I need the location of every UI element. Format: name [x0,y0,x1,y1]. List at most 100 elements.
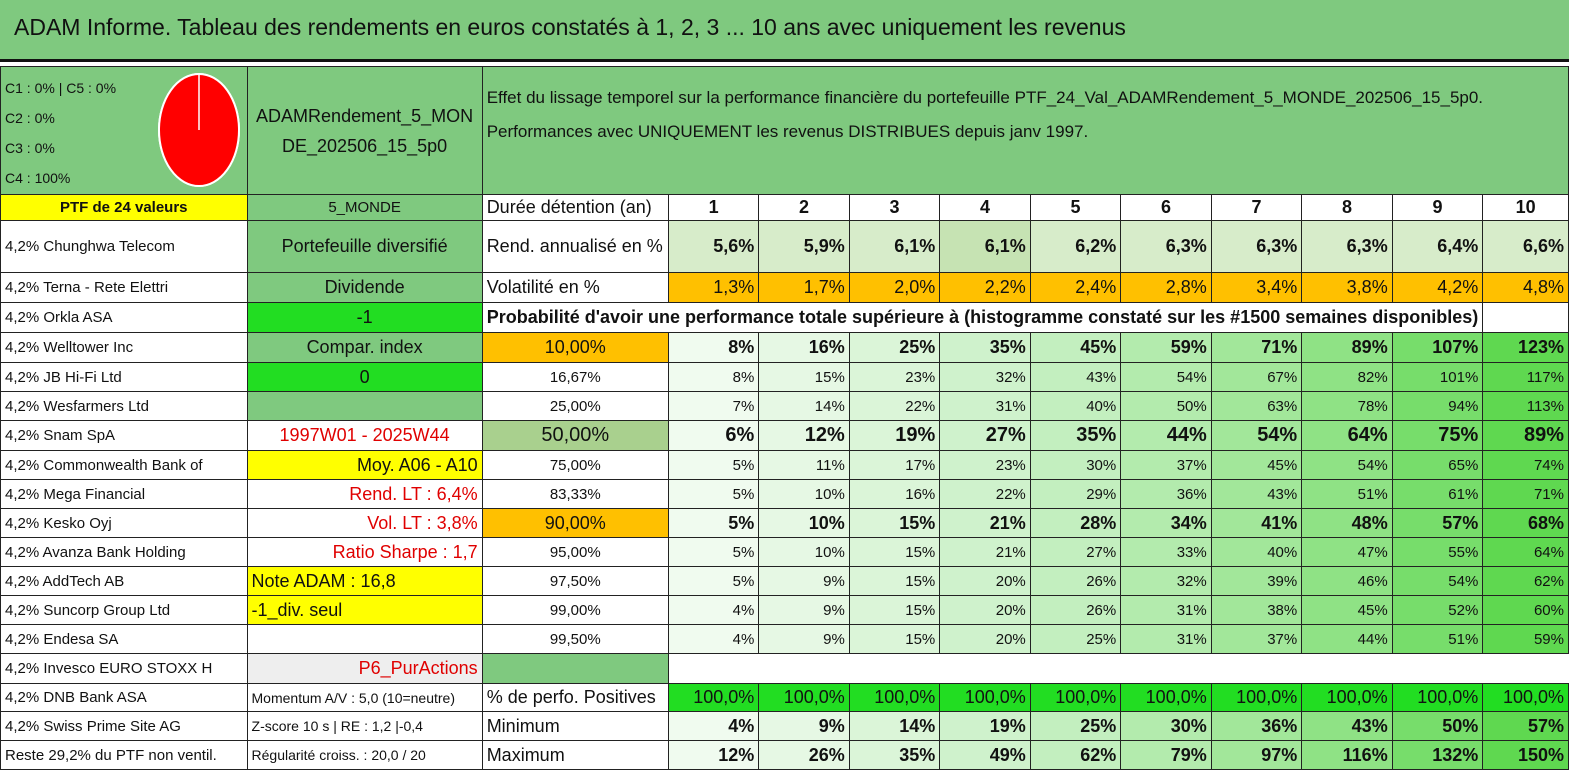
min-value: 43% [1301,711,1393,741]
info-minus1: -1 [246,302,483,333]
quantile-value: 15% [848,537,941,567]
quantile-value: 40% [1210,537,1303,567]
quantile-value: 101% [1391,362,1484,392]
quantile-value: 33% [1120,537,1212,567]
effet-cell: Effet du lissage temporel sur la perform… [481,66,1569,195]
quantile-value: 12% [758,420,850,451]
quantile-value: 10% [758,537,850,567]
vol-value: 3,4% [1210,272,1303,303]
year-header: 7 [1210,194,1303,221]
year-header: 9 [1391,194,1484,221]
rend-value: 6,4% [1391,220,1484,273]
quantile-value: 54% [1301,450,1393,480]
rend-value: 6,1% [848,220,941,273]
quantile-value: 31% [1120,595,1212,625]
quantile-value: 89% [1482,420,1569,451]
holding-row: 4,2% JB Hi-Fi Ltd [0,362,248,392]
quantile-value: 71% [1210,332,1303,363]
year-header: 8 [1301,194,1393,221]
quantile-value: 64% [1482,537,1569,567]
holding-row: 4,2% Welltower Inc [0,332,248,363]
vol-value: 1,7% [758,272,850,303]
info-momentum: Momentum A/V : 5,0 (10=neutre) [246,683,483,712]
quantile-value: 34% [1120,508,1212,538]
holding-row: 4,2% DNB Bank ASA [0,683,248,712]
holding-row: 4,2% Wesfarmers Ltd [0,391,248,421]
max-label: Maximum [481,740,669,770]
quantile-value: 20% [939,595,1031,625]
holding-row: 4,2% Invesco EURO STOXX H [0,653,248,684]
quantile-value: 19% [848,420,941,451]
quantile-label: 16,67% [481,362,669,392]
year-header: 4 [939,194,1031,221]
holding-row: 4,2% Endesa SA [0,624,248,654]
info-moy: Moy. A06 - A10 [246,450,483,480]
year-header: 1 [667,194,760,221]
quantile-value: 4% [667,624,760,654]
vol-label: Volatilité en % [481,272,669,303]
quantile-value: 51% [1301,479,1393,509]
rend-value: 6,3% [1120,220,1212,273]
quantile-value: 117% [1482,362,1569,392]
rend-label: Rend. annualisé en % [481,220,669,273]
quantile-value: 5% [667,537,760,567]
quantile-value: 78% [1301,391,1393,421]
rend-value: 6,3% [1210,220,1303,273]
quantile-value: 59% [1120,332,1212,363]
year-header: 6 [1120,194,1212,221]
quantile-label: 83,33% [481,479,669,509]
quantile-value: 68% [1482,508,1569,538]
quantile-label: 97,50% [481,566,669,596]
pos-value: 100,0% [667,683,760,712]
rend-value: 5,6% [667,220,760,273]
rend-value: 6,2% [1029,220,1122,273]
quantile-value: 47% [1301,537,1393,567]
pos-value: 100,0% [1210,683,1303,712]
quantile-value: 11% [758,450,850,480]
max-value: 97% [1210,740,1303,770]
rend-value: 5,9% [758,220,850,273]
quantile-label: 50,00% [481,420,669,451]
quantile-value: 8% [667,332,760,363]
max-value: 26% [758,740,850,770]
quantile-value: 26% [1029,595,1122,625]
vol-value: 2,0% [848,272,941,303]
max-value: 150% [1482,740,1569,770]
quantile-value: 31% [1120,624,1212,654]
min-value: 4% [667,711,760,741]
quantile-value: 26% [1029,566,1122,596]
quantile-value: 14% [758,391,850,421]
rend-value: 6,6% [1482,220,1569,273]
quantile-value: 74% [1482,450,1569,480]
max-value: 79% [1120,740,1212,770]
composition-c4: C4 : 100% [5,170,71,186]
quantile-value: 63% [1210,391,1303,421]
min-value: 19% [939,711,1031,741]
info-period: 1997W01 - 2025W44 [246,420,483,451]
quantile-value: 15% [848,624,941,654]
year-header: 10 [1482,194,1569,221]
quantile-value: 82% [1301,362,1393,392]
quantile-value: 64% [1301,420,1393,451]
quantile-value: 25% [1029,624,1122,654]
quantile-value: 10% [758,508,850,538]
quantile-value: 20% [939,624,1031,654]
quantile-label: 90,00% [481,508,669,538]
info-vol-lt: Vol. LT : 3,8% [246,508,483,538]
quantile-value: 36% [1120,479,1212,509]
quantile-value: 45% [1029,332,1122,363]
composition-c2: C2 : 0% [5,110,55,126]
info-note: Note ADAM : 16,8 [246,566,483,596]
quantile-value: 62% [1482,566,1569,596]
holding-row: 4,2% Suncorp Group Ltd [0,595,248,625]
quantile-value: 5% [667,508,760,538]
info-p6: P6_PurActions [246,653,483,684]
holding-row: 4,2% Commonwealth Bank of [0,450,248,480]
quantile-value: 31% [939,391,1031,421]
holding-row: 4,2% AddTech AB [0,566,248,596]
quantile-value: 35% [1029,420,1122,451]
holding-row: 4,2% Terna - Rete Elettri [0,272,248,303]
quantile-value: 20% [939,566,1031,596]
holding-row: 4,2% Snam SpA [0,420,248,451]
effet-text: Effet du lissage temporel sur la perform… [486,88,1484,141]
